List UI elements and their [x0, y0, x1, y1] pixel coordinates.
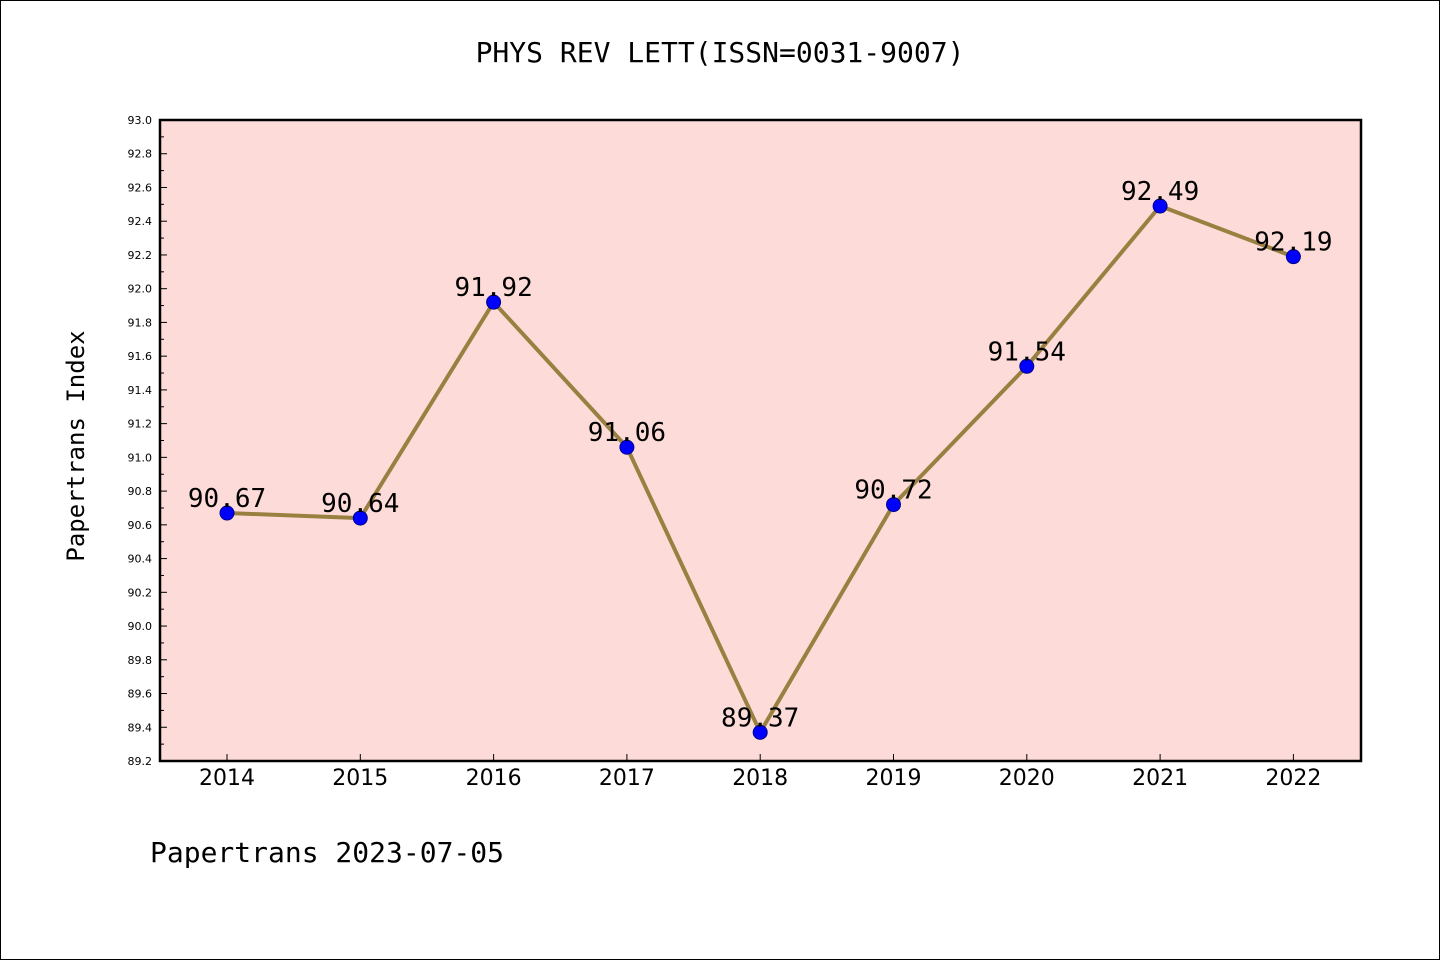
data-value-label: 89.37	[721, 703, 799, 733]
y-tick-label: 90.6	[128, 519, 153, 532]
y-tick-label: 90.0	[128, 620, 153, 633]
data-point-marker	[486, 294, 502, 310]
plot-area	[158, 118, 1363, 763]
y-tick-label: 92.0	[128, 283, 153, 296]
data-value-label: 91.06	[588, 418, 666, 448]
y-tick-label: 90.2	[128, 586, 153, 599]
y-tick-label: 92.4	[128, 215, 153, 228]
data-value-label: 90.67	[188, 484, 266, 514]
data-point-marker	[1152, 198, 1168, 214]
data-value-label: 91.54	[988, 337, 1066, 367]
x-tick-label: 2018	[732, 766, 788, 791]
x-tick-label: 2017	[599, 766, 655, 791]
x-tick-label: 2014	[199, 766, 255, 791]
data-point-marker	[752, 724, 768, 740]
y-tick-label: 92.2	[128, 249, 153, 262]
data-value-label: 92.49	[1121, 177, 1199, 207]
footer-note: Papertrans 2023-07-05	[150, 836, 505, 869]
data-labels: 90.67 90.64 91.92 91.06 89.37 90.72 91.54 92.49…	[188, 177, 1333, 733]
x-axis-ticks: 2014 2015 2016 2017 2018 2019 2020 2021 2022	[199, 754, 1321, 791]
y-tick-label: 91.8	[128, 316, 153, 329]
x-tick-label: 2020	[999, 766, 1055, 791]
y-tick-label: 90.8	[128, 485, 153, 498]
chart-title: PHYS REV LETT(ISSN=0031-9007)	[475, 36, 965, 69]
data-point-marker	[1285, 249, 1301, 265]
x-tick-label: 2016	[466, 766, 522, 791]
y-tick-label: 92.6	[128, 181, 153, 194]
y-tick-label: 89.8	[128, 654, 153, 667]
y-tick-label: 91.6	[128, 350, 153, 363]
y-tick-label: 89.2	[128, 755, 153, 768]
y-tick-label: 89.6	[128, 688, 153, 701]
data-point-marker	[352, 510, 368, 526]
y-tick-label: 91.4	[128, 384, 153, 397]
y-tick-label: 89.4	[128, 721, 153, 734]
y-tick-label: 92.8	[128, 148, 153, 161]
data-point-marker	[1019, 358, 1035, 374]
x-tick-label: 2015	[332, 766, 388, 791]
y-tick-label: 91.2	[128, 418, 153, 431]
data-value-label: 92.19	[1254, 228, 1332, 258]
x-tick-label: 2019	[866, 766, 922, 791]
data-point-marker	[886, 497, 901, 513]
x-tick-label: 2021	[1132, 766, 1188, 791]
x-tick-label: 2022	[1265, 766, 1321, 791]
data-value-label: 90.72	[854, 476, 932, 506]
y-axis-ticks: 89.2 89.4 89.6 89.8 90.0 90.2 90.4 90.6 90.8 91.0…	[128, 114, 167, 768]
data-value-label: 91.92	[454, 273, 532, 303]
data-value-label: 90.64	[321, 489, 399, 519]
y-tick-label: 93.0	[128, 114, 153, 127]
data-markers	[219, 198, 1301, 740]
y-tick-label: 91.0	[128, 451, 153, 464]
y-tick-label: 90.4	[128, 553, 153, 566]
data-point-marker	[619, 439, 635, 455]
data-point-marker	[219, 505, 235, 521]
